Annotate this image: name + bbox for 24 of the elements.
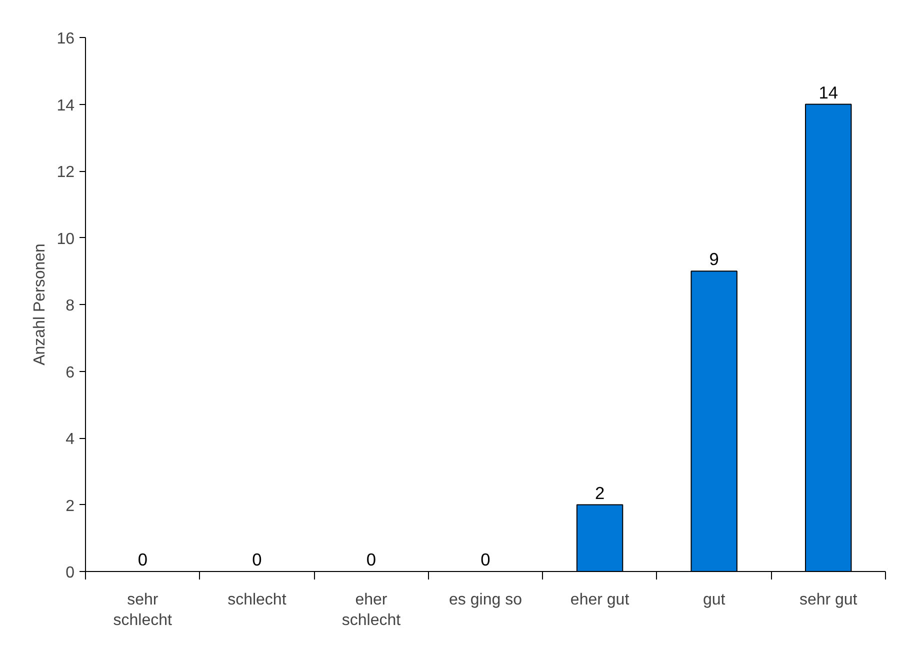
y-tick-label: 2 (66, 498, 75, 515)
x-tick-label: eher schlecht (342, 592, 402, 629)
y-tick-label: 14 (56, 97, 75, 114)
data-label: 0 (138, 550, 148, 570)
data-label: 2 (594, 482, 605, 503)
y-axis-title: Anzahl Personen (32, 244, 49, 366)
y-tick-label: 6 (66, 364, 75, 382)
y-tick-label: 16 (56, 30, 75, 48)
x-tick-label: schlecht (228, 592, 287, 608)
data-label: 0 (252, 550, 262, 570)
y-tick-label: 8 (66, 298, 75, 314)
y-tick-label: 12 (56, 164, 75, 181)
x-tick-label: gut (702, 592, 726, 608)
x-tick-label: es ging so (449, 592, 522, 608)
y-tick-label: 4 (66, 431, 75, 448)
y-tick-label: 0 (66, 564, 75, 582)
x-tick-label: sehr gut (799, 592, 858, 608)
y-tick-label: 10 (56, 230, 75, 248)
x-tick-label: eher gut (570, 592, 630, 608)
data-label: 14 (818, 82, 838, 102)
data-label: 0 (366, 550, 376, 570)
data-label: 9 (709, 249, 719, 270)
data-label: 0 (480, 550, 490, 570)
x-tick-label: sehr schlecht (113, 592, 173, 629)
